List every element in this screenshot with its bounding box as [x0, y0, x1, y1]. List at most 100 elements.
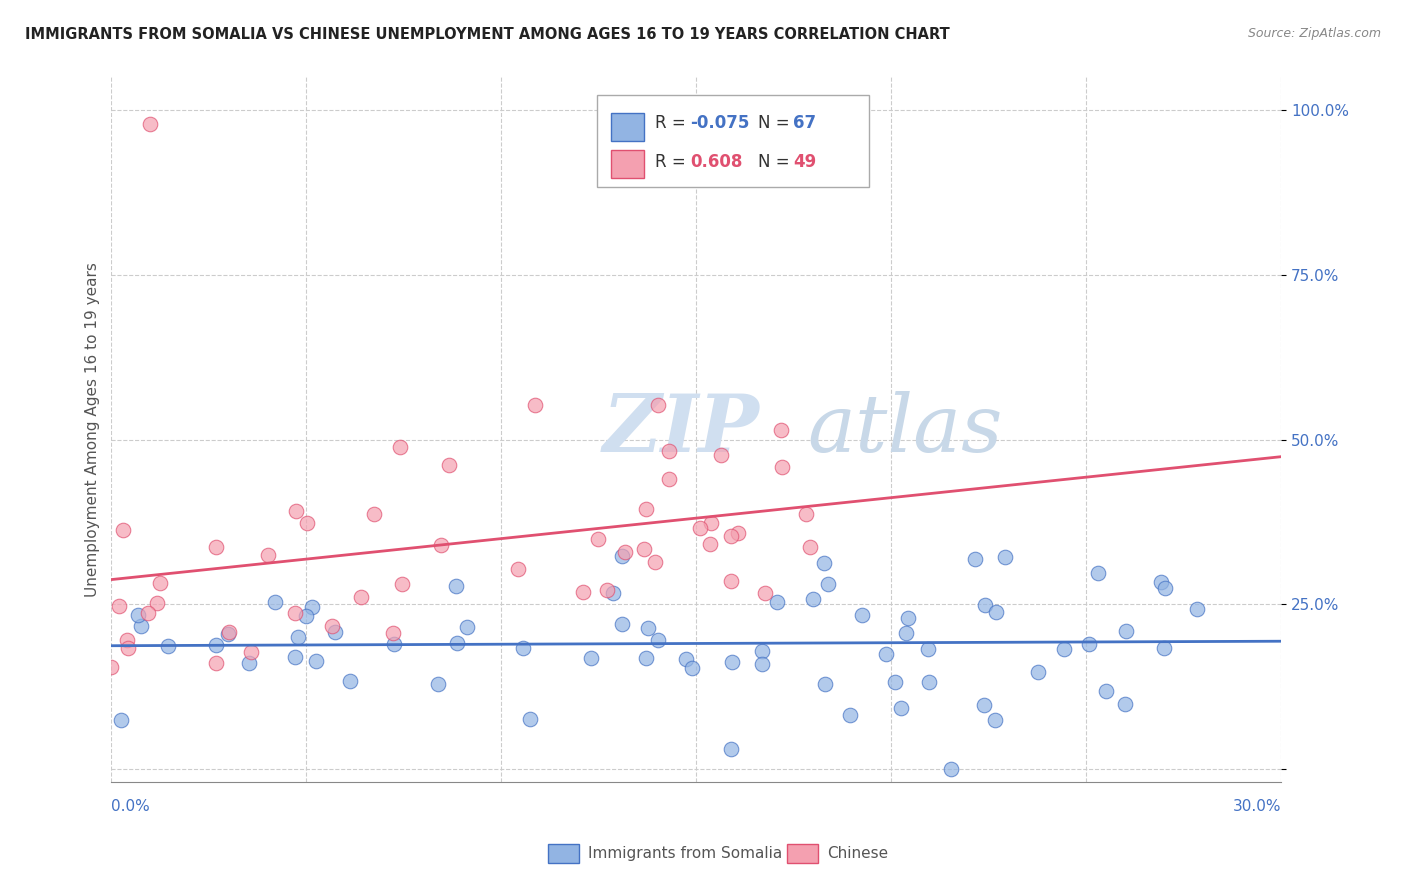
- Point: [754, 586, 776, 600]
- Point: [524, 398, 547, 412]
- Point: [721, 656, 744, 670]
- Point: [381, 626, 404, 640]
- Point: [1026, 665, 1049, 679]
- Y-axis label: Unemployment Among Ages 16 to 19 years: Unemployment Among Ages 16 to 19 years: [86, 262, 100, 597]
- FancyBboxPatch shape: [548, 844, 579, 863]
- Text: N =: N =: [758, 114, 796, 132]
- Point: [751, 643, 773, 657]
- Point: [388, 440, 411, 454]
- Point: [612, 549, 634, 563]
- Point: [699, 537, 721, 551]
- Point: [1087, 566, 1109, 580]
- Point: [709, 448, 731, 462]
- FancyBboxPatch shape: [787, 844, 818, 863]
- Point: [720, 574, 742, 589]
- FancyBboxPatch shape: [610, 112, 644, 141]
- Point: [770, 423, 793, 437]
- Point: [633, 542, 655, 557]
- Point: [813, 556, 835, 570]
- Point: [391, 577, 413, 591]
- Point: [437, 458, 460, 472]
- Point: [634, 651, 657, 665]
- Point: [294, 608, 316, 623]
- Point: [1077, 637, 1099, 651]
- Point: [647, 397, 669, 411]
- Point: [581, 651, 603, 665]
- Point: [896, 625, 918, 640]
- Point: [321, 619, 343, 633]
- Text: Source: ZipAtlas.com: Source: ZipAtlas.com: [1247, 27, 1381, 40]
- Point: [115, 633, 138, 648]
- Text: 49: 49: [793, 153, 817, 171]
- Point: [382, 637, 405, 651]
- Point: [897, 611, 920, 625]
- Point: [839, 707, 862, 722]
- Point: [136, 606, 159, 620]
- Point: [572, 584, 595, 599]
- Point: [984, 605, 1007, 619]
- Point: [145, 596, 167, 610]
- Point: [205, 656, 228, 670]
- Point: [595, 583, 617, 598]
- Point: [217, 627, 239, 641]
- Point: [917, 642, 939, 657]
- Point: [675, 652, 697, 666]
- Point: [765, 595, 787, 609]
- Point: [658, 444, 681, 458]
- Point: [139, 116, 162, 130]
- Point: [363, 507, 385, 521]
- Point: [770, 459, 793, 474]
- Point: [994, 549, 1017, 564]
- Point: [519, 712, 541, 726]
- Point: [111, 523, 134, 537]
- Point: [205, 639, 228, 653]
- Point: [446, 636, 468, 650]
- Text: Immigrants from Somalia: Immigrants from Somalia: [588, 847, 782, 861]
- Point: [644, 555, 666, 569]
- Point: [658, 472, 681, 486]
- Point: [799, 541, 821, 555]
- Text: R =: R =: [655, 114, 692, 132]
- Point: [127, 607, 149, 622]
- Point: [283, 650, 305, 665]
- Text: R =: R =: [655, 153, 696, 171]
- Text: 67: 67: [793, 114, 817, 132]
- Point: [613, 544, 636, 558]
- Point: [297, 516, 319, 531]
- FancyBboxPatch shape: [596, 95, 869, 186]
- Text: Chinese: Chinese: [827, 847, 887, 861]
- Text: N =: N =: [758, 153, 796, 171]
- Text: 0.0%: 0.0%: [111, 799, 150, 814]
- Point: [720, 529, 742, 543]
- Point: [751, 657, 773, 672]
- Point: [149, 575, 172, 590]
- Point: [257, 548, 280, 562]
- Point: [1115, 624, 1137, 638]
- Point: [727, 526, 749, 541]
- Point: [1185, 601, 1208, 615]
- Point: [918, 675, 941, 690]
- Point: [110, 713, 132, 727]
- Point: [814, 677, 837, 691]
- Point: [720, 741, 742, 756]
- Text: atlas: atlas: [807, 391, 1002, 468]
- Point: [426, 677, 449, 691]
- Point: [129, 619, 152, 633]
- Text: ZIP: ZIP: [603, 391, 759, 468]
- Point: [1114, 698, 1136, 712]
- Point: [974, 599, 997, 613]
- Text: -0.075: -0.075: [690, 114, 749, 132]
- Point: [1153, 641, 1175, 656]
- Point: [1150, 575, 1173, 590]
- Point: [287, 631, 309, 645]
- Point: [205, 541, 228, 555]
- Point: [444, 579, 467, 593]
- Point: [700, 516, 723, 530]
- Point: [339, 674, 361, 689]
- Point: [239, 645, 262, 659]
- Point: [890, 700, 912, 714]
- Point: [323, 624, 346, 639]
- Point: [984, 713, 1007, 727]
- Point: [107, 599, 129, 613]
- Point: [100, 660, 122, 674]
